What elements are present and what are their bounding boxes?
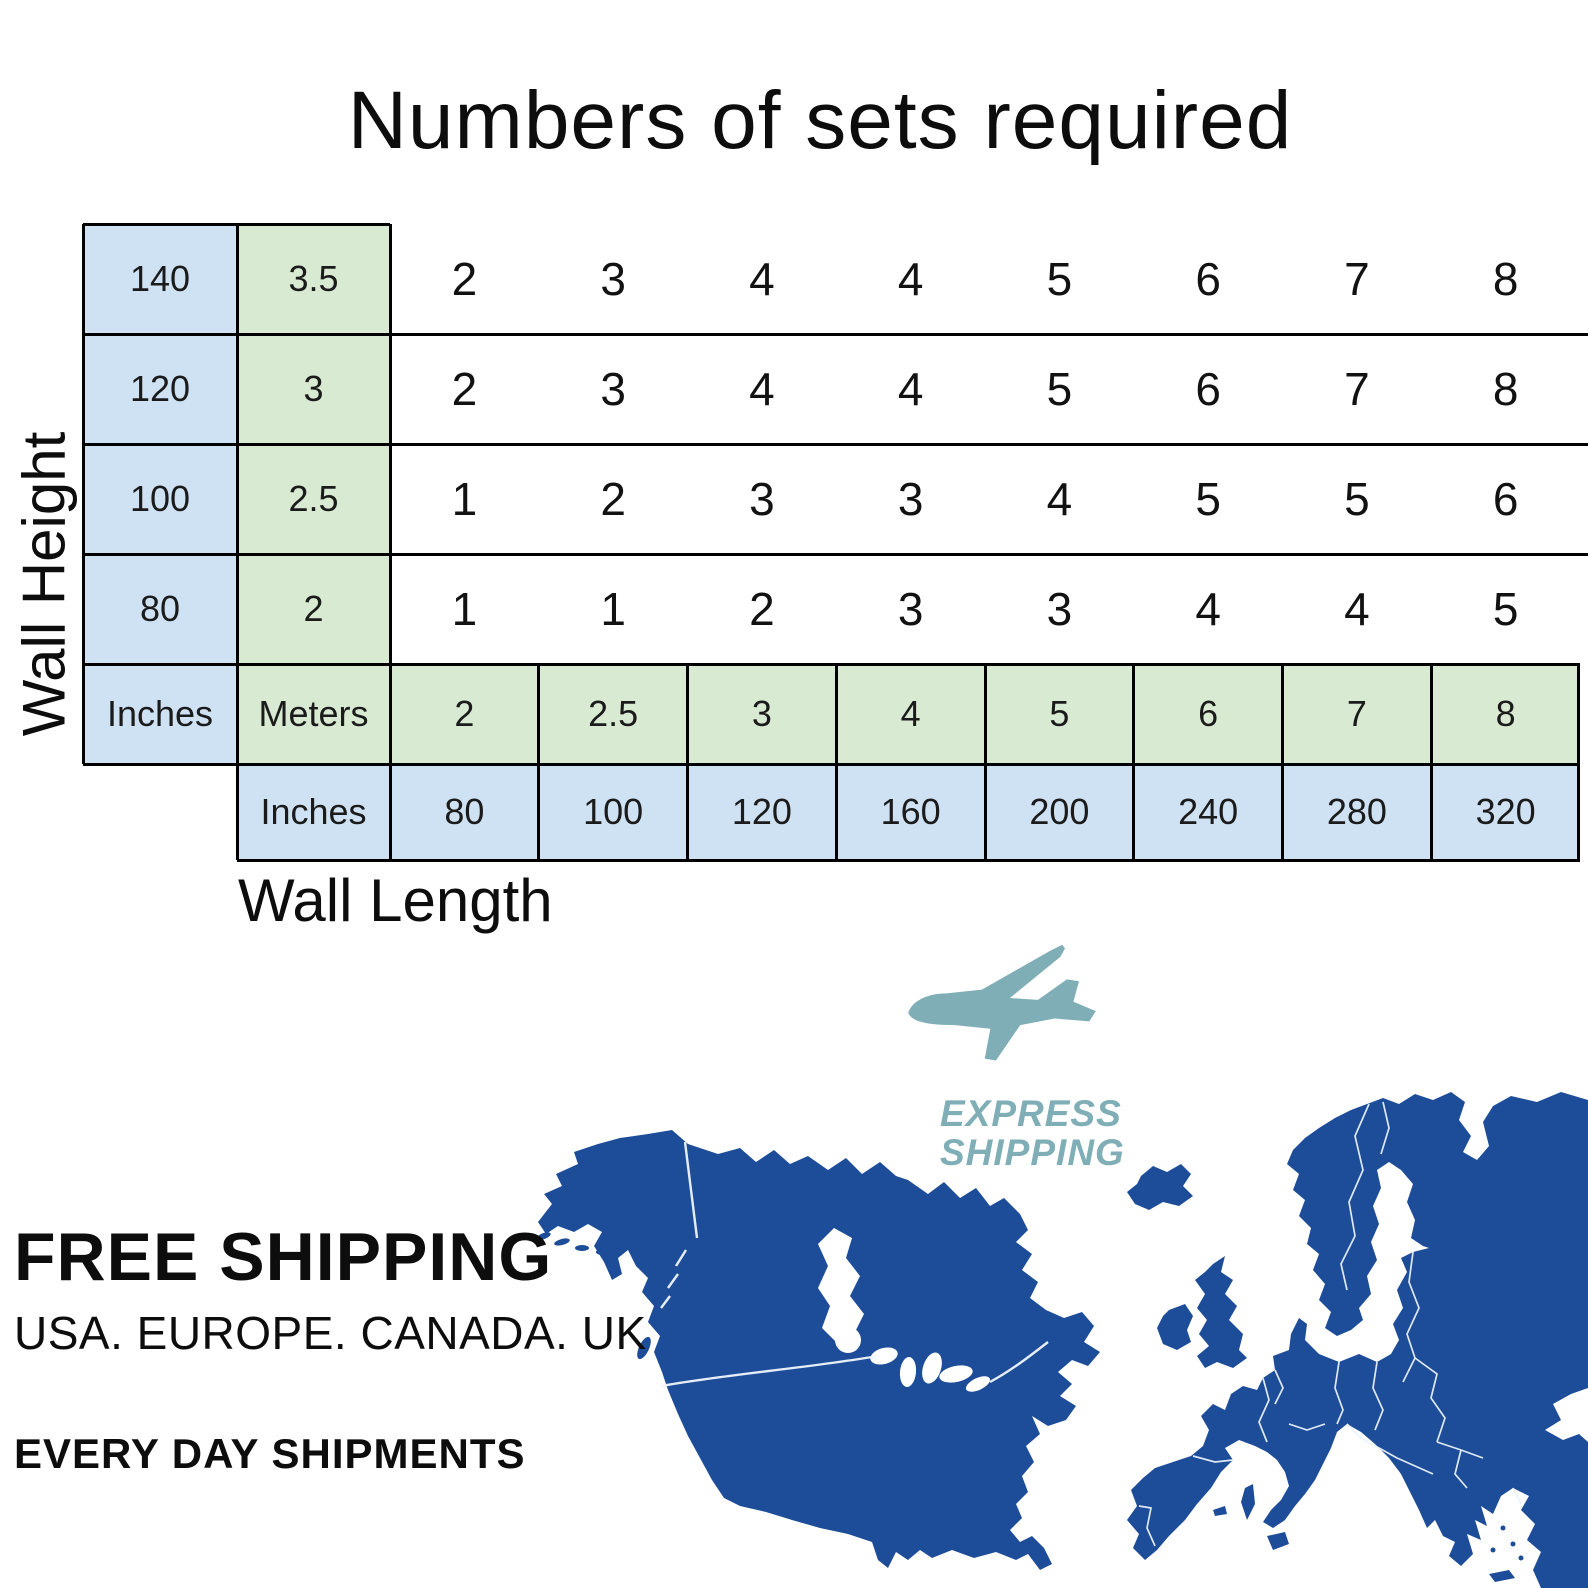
wall-height-meters-2: 2.5 [237,444,390,554]
sets-cell-0-3: 4 [897,253,924,305]
sets-cell-2-7: 6 [1492,473,1519,525]
sets-cell-2-2: 3 [749,473,775,525]
length-meters-4: 5 [985,664,1134,764]
europe-map [1127,1092,1588,1588]
vline-10 [1577,664,1580,860]
page-title: Numbers of sets required [347,75,1293,166]
wall-height-meters-0: 3.5 [237,224,390,334]
length-inches-1: 100 [538,764,688,860]
sets-cell-1-3: 4 [897,363,924,415]
express-line1: EXPRESS [940,1093,1122,1134]
length-meters-6: 7 [1282,664,1432,764]
sets-cell-1-5: 6 [1195,363,1221,415]
length-inches-5: 240 [1133,764,1283,860]
sets-cell-3-6: 4 [1344,583,1370,635]
sets-cell-2-5: 5 [1195,473,1221,525]
sets-cell-1-4: 5 [1046,363,1073,415]
wall-height-meters-1: 3 [237,334,390,444]
sets-cell-2-1: 2 [600,473,626,525]
sets-cell-2-4: 4 [1046,473,1073,525]
sets-cell-3-4: 3 [1046,583,1073,635]
length-inches-7: 320 [1431,764,1580,860]
sets-cell-3-5: 4 [1195,583,1221,635]
free-shipping-heading: FREE SHIPPING [14,1219,553,1295]
length-inches-4: 200 [985,764,1134,860]
length-inches-2: 120 [687,764,837,860]
everyday-shipments: EVERY DAY SHIPMENTS [14,1430,526,1477]
vline-3 [537,664,541,860]
sets-cell-0-4: 5 [1046,253,1073,305]
wall-height-meters-3: 2 [237,554,390,664]
sets-cell-3-1: 1 [600,583,626,635]
sets-cell-0-0: 2 [451,253,478,305]
sets-cell-0-2: 4 [749,253,775,305]
airplane-icon [908,944,1096,1061]
hline-4 [83,662,1580,666]
express-line2: SHIPPING [940,1132,1125,1173]
hline-1 [83,332,1588,336]
shipping-regions: USA. EUROPE. CANADA. UK [14,1307,647,1359]
hline-6 [237,858,1580,862]
sets-cell-2-6: 5 [1344,473,1370,525]
sets-cell-3-3: 3 [897,583,924,635]
length-inches-3: 160 [836,764,985,860]
sets-table: 140 3.5 2 3 4 4 5 6 7 8 120 3 2 3 4 4 5 6 7 8 100 2.5 1 2 3 3 4 5 5 6… [81,222,1588,862]
vline-8 [1281,664,1284,860]
hline-3 [83,552,1588,556]
sets-cell-0-1: 3 [600,253,626,305]
north-america-map [537,1130,1100,1570]
vline-4 [686,664,689,860]
wall-height-inches-0: 140 [83,224,237,334]
vline-6 [983,664,987,860]
sets-cell-3-2: 2 [749,583,775,635]
sets-cell-2-3: 3 [897,473,924,525]
length-meters-1: 2.5 [538,664,688,764]
sets-cell-1-7: 8 [1492,363,1519,415]
height-meters-label: Meters [237,664,390,764]
length-meters-5: 6 [1133,664,1283,764]
height-unit-label: Inches [83,664,237,764]
hline-5 [83,762,1580,766]
length-meters-3: 4 [836,664,985,764]
sets-cell-1-0: 2 [451,363,478,415]
length-meters-2: 3 [687,664,837,764]
sets-cell-1-1: 3 [600,363,626,415]
wall-height-inches-3: 80 [83,554,237,664]
wall-length-axis-label: Wall Length [238,867,553,934]
vline-9 [1429,664,1433,860]
length-inches-6: 280 [1282,764,1432,860]
sets-cell-2-0: 1 [451,473,478,525]
vline-5 [834,664,838,860]
vline-0 [81,224,85,764]
vline-2 [388,224,392,860]
sets-cell-0-5: 6 [1195,253,1221,305]
length-meters-0: 2 [390,664,539,764]
sets-cell-1-6: 7 [1344,363,1370,415]
vline-1 [235,224,239,860]
length-meters-7: 8 [1431,664,1580,764]
sets-cell-1-2: 4 [749,363,775,415]
express-shipping-label: EXPRESS SHIPPING [940,1094,1125,1172]
sets-cell-3-7: 5 [1492,583,1519,635]
sets-cell-0-6: 7 [1344,253,1370,305]
length-inches-0: 80 [390,764,539,860]
wall-height-axis-label: Wall Height [10,431,78,737]
sets-cell-3-0: 1 [451,583,478,635]
length-unit-label: Inches [237,764,390,860]
wall-height-inches-1: 120 [83,334,237,444]
hline-2 [83,442,1588,446]
wall-height-inches-2: 100 [83,444,237,554]
sets-cell-0-7: 8 [1492,253,1519,305]
vline-7 [1132,664,1136,860]
